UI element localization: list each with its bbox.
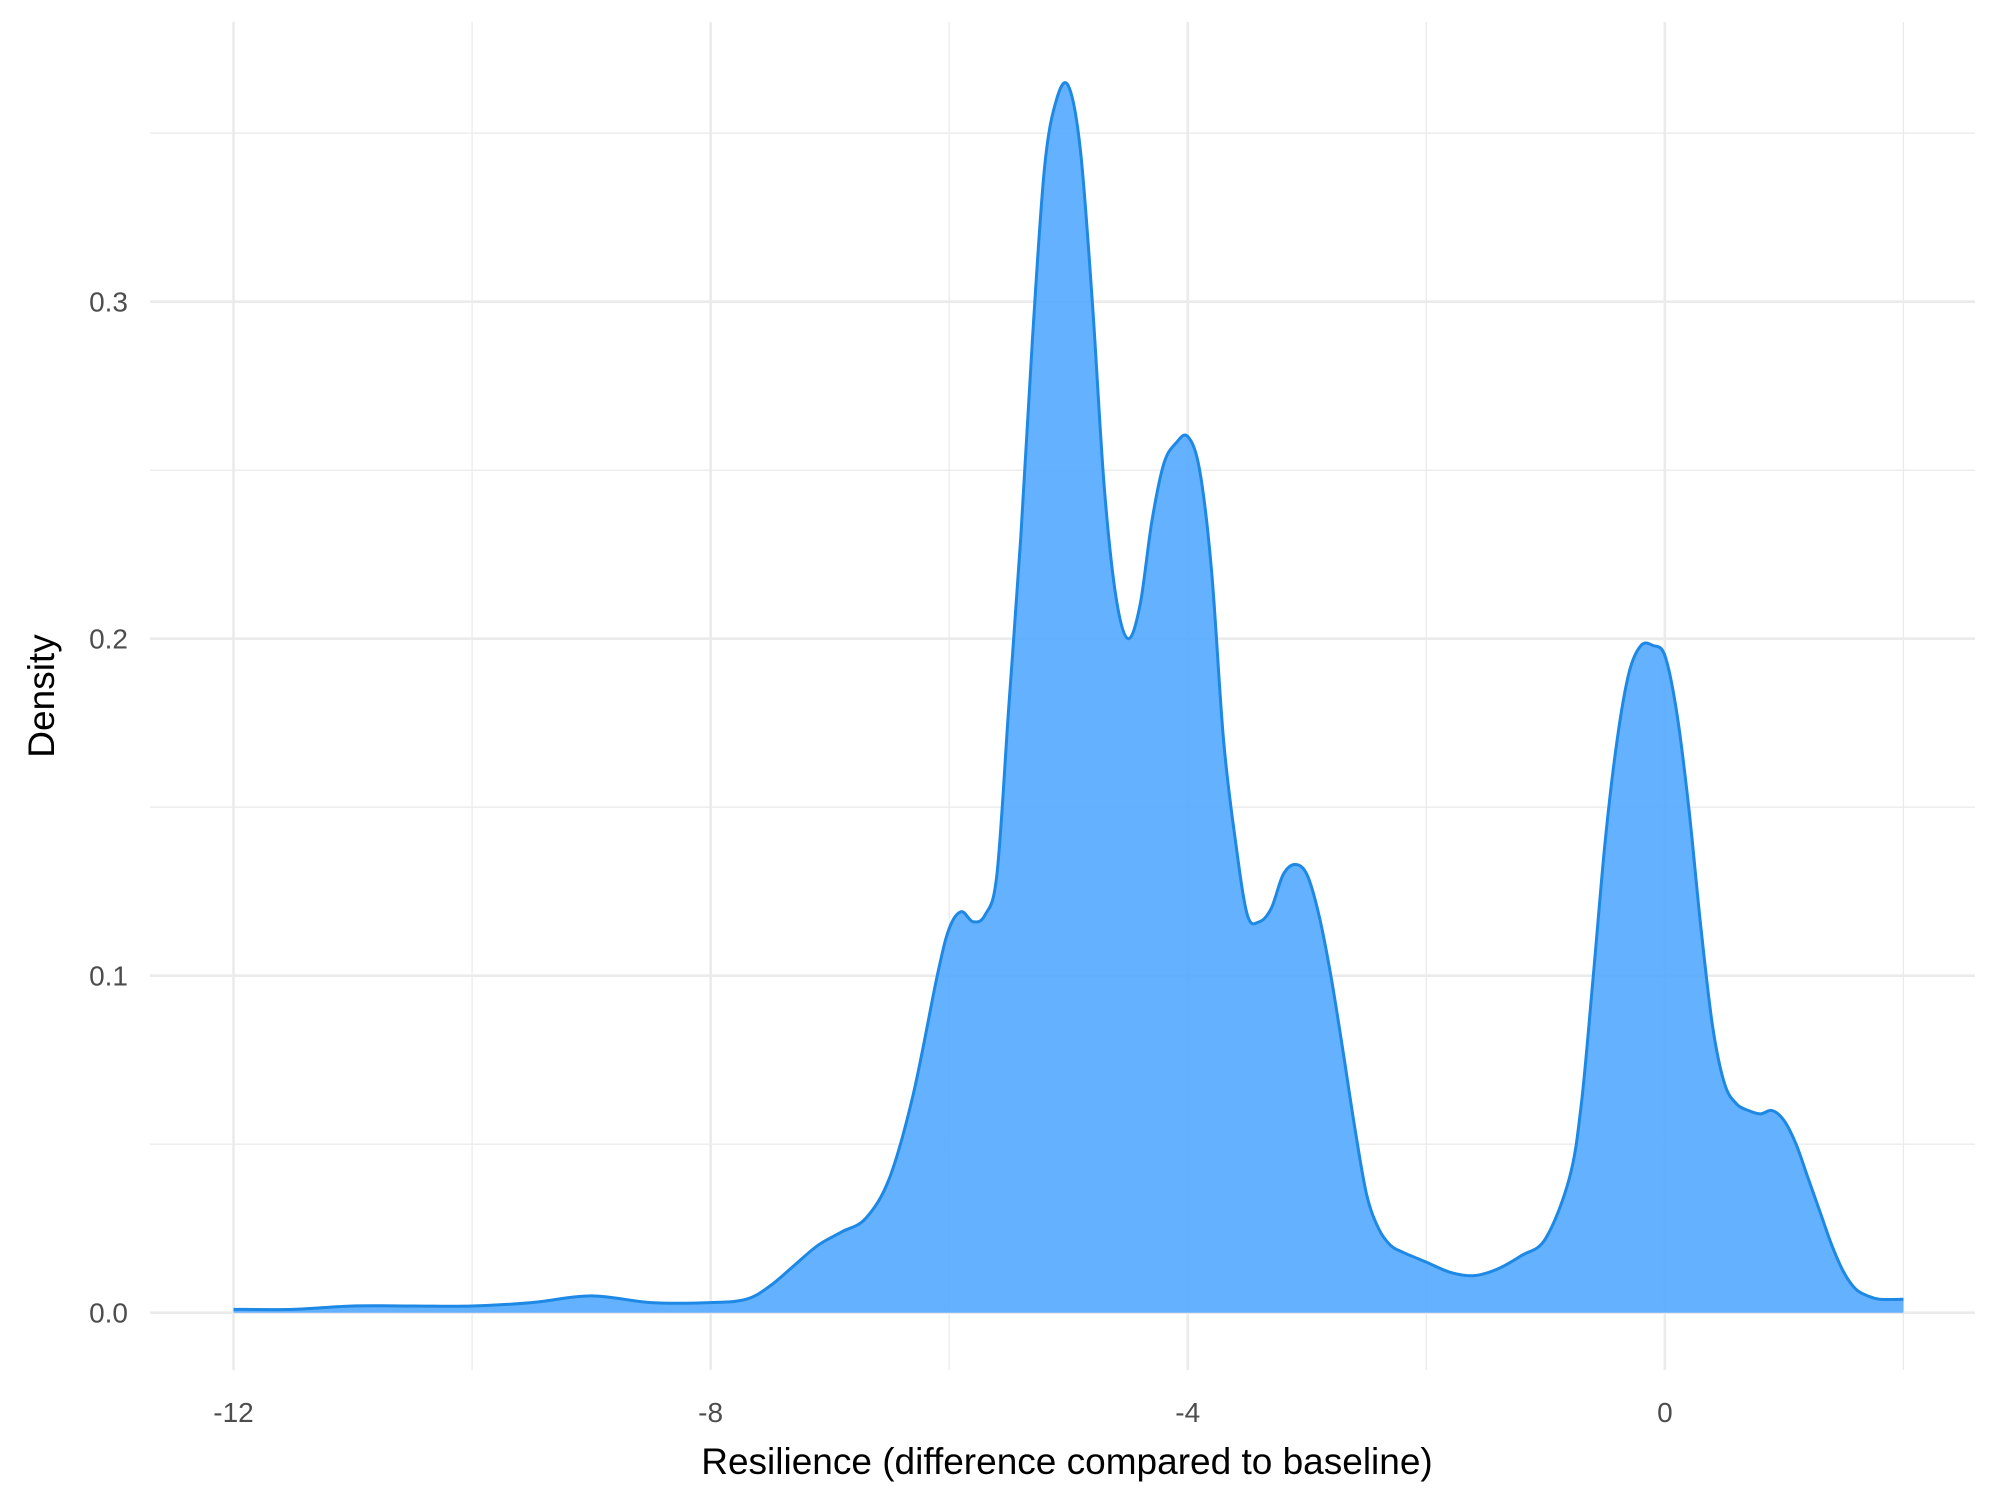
y-tick-label-3: 0.3 [89,287,128,318]
y-tick-label-2: 0.2 [89,624,128,655]
y-axis-title: Density [21,634,62,758]
density-line [233,81,1904,1312]
x-axis-title: Resilience (difference compared to basel… [701,1441,1433,1482]
y-tick-label-1: 0.1 [89,961,128,992]
y-tick-label-0: 0.0 [89,1298,128,1329]
density-area-layer [233,81,1904,1313]
y-axis-tick-labels: 0.0 0.1 0.2 0.3 [89,287,128,1329]
x-tick-label-2: -4 [1175,1397,1200,1428]
x-tick-label-3: 0 [1657,1397,1673,1428]
x-tick-label-1: -8 [698,1397,723,1428]
x-tick-label-0: -12 [213,1397,253,1428]
density-area [233,82,1904,1313]
x-axis-tick-labels: -12 -8 -4 0 [213,1397,1672,1428]
